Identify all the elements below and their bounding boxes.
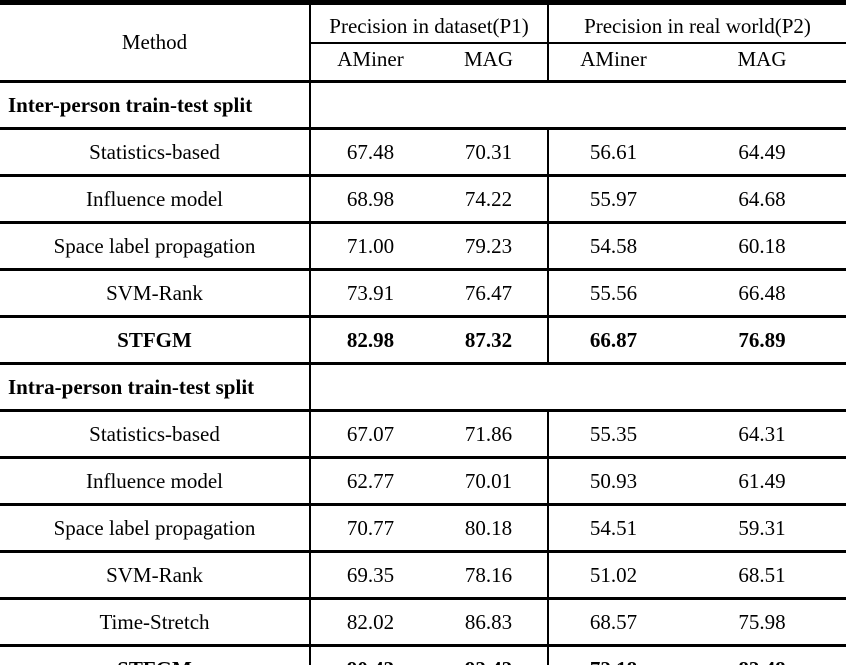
value-cell: 87.32 [430, 315, 548, 364]
value-cell: 79.23 [430, 221, 548, 270]
value-cell: 55.35 [547, 409, 678, 458]
value-cell: 82.98 [309, 315, 430, 364]
table-row-stfgm: STFGM 82.98 87.32 66.87 76.89 [0, 315, 846, 364]
value-cell: 75.98 [678, 597, 846, 646]
table-row: Influence model 68.98 74.22 55.97 64.68 [0, 174, 846, 223]
method-column-header: Method [121, 30, 188, 54]
value-cell: 71.00 [309, 221, 430, 270]
method-cell: SVM-Rank [0, 550, 310, 599]
value-cell: 64.68 [678, 174, 846, 223]
value-cell: 72.18 [547, 644, 678, 665]
subcolumn-header-row: AMiner MAG AMiner MAG [0, 43, 846, 82]
value-cell: 71.86 [430, 409, 548, 458]
value-cell: 66.87 [547, 315, 678, 364]
value-cell: 60.18 [678, 221, 846, 270]
section-empty-cell [309, 362, 846, 411]
group-header-p2: Precision in real world(P2) [547, 2, 846, 44]
table-row: SVM-Rank 69.35 78.16 51.02 68.51 [0, 550, 846, 599]
value-cell: 66.48 [678, 268, 846, 317]
value-cell: 92.42 [430, 644, 548, 665]
method-cell: Statistics-based [0, 127, 310, 176]
value-cell: 82.02 [309, 597, 430, 646]
value-cell: 61.49 [678, 456, 846, 505]
method-cell: Statistics-based [0, 409, 310, 458]
value-cell: 69.35 [309, 550, 430, 599]
section-title: Inter-person train-test split [0, 80, 310, 129]
value-cell: 59.31 [678, 503, 846, 552]
value-cell: 68.51 [678, 550, 846, 599]
table-row: Space label propagation 70.77 80.18 54.5… [0, 503, 846, 552]
value-cell: 90.43 [309, 644, 430, 665]
value-cell: 68.98 [309, 174, 430, 223]
table-row: SVM-Rank 73.91 76.47 55.56 66.48 [0, 268, 846, 317]
value-cell: 86.83 [430, 597, 548, 646]
subheader-p1-aminer: AMiner [309, 43, 430, 82]
method-cell: Space label propagation [0, 503, 310, 552]
group-header-row: Method Precision in dataset(P1) Precisio… [0, 2, 846, 54]
section-header-row-intra: Intra-person train-test split [0, 362, 846, 411]
value-cell: 64.31 [678, 409, 846, 458]
value-cell: 70.77 [309, 503, 430, 552]
value-cell: 70.01 [430, 456, 548, 505]
method-cell: SVM-Rank [0, 268, 310, 317]
value-cell: 73.91 [309, 268, 430, 317]
value-cell: 82.48 [678, 644, 846, 665]
section-header-row-inter: Inter-person train-test split [0, 80, 846, 129]
value-cell: 68.57 [547, 597, 678, 646]
value-cell: 74.22 [430, 174, 548, 223]
value-cell: 54.51 [547, 503, 678, 552]
value-cell: 80.18 [430, 503, 548, 552]
table-row: Space label propagation 71.00 79.23 54.5… [0, 221, 846, 270]
value-cell: 54.58 [547, 221, 678, 270]
subheader-p1-mag: MAG [463, 47, 513, 71]
method-cell: STFGM [0, 644, 310, 665]
method-cell: Time-Stretch [0, 597, 310, 646]
table-body: Inter-person train-test split Statistics… [0, 80, 846, 665]
value-cell: 67.07 [309, 409, 430, 458]
table-row-stfgm: STFGM 90.43 92.42 72.18 82.48 [0, 644, 846, 665]
subheader-p2-aminer: AMiner [547, 43, 678, 82]
section-title: Intra-person train-test split [0, 362, 310, 411]
subheader-p2-mag: MAG [737, 47, 787, 71]
table-header: Method Precision in dataset(P1) Precisio… [0, 2, 846, 82]
value-cell: 64.49 [678, 127, 846, 176]
value-cell: 76.89 [678, 315, 846, 364]
table-row: Statistics-based 67.48 70.31 56.61 64.49 [0, 127, 846, 176]
value-cell: 55.97 [547, 174, 678, 223]
value-cell: 62.77 [309, 456, 430, 505]
group-header-p1: Precision in dataset(P1) [309, 2, 548, 44]
value-cell: 78.16 [430, 550, 548, 599]
value-cell: 51.02 [547, 550, 678, 599]
table-row: Influence model 62.77 70.01 50.93 61.49 [0, 456, 846, 505]
method-cell: Space label propagation [0, 221, 310, 270]
value-cell: 67.48 [309, 127, 430, 176]
value-cell: 55.56 [547, 268, 678, 317]
method-cell: STFGM [0, 315, 310, 364]
section-empty-cell [309, 80, 846, 129]
value-cell: 50.93 [547, 456, 678, 505]
value-cell: 70.31 [430, 127, 548, 176]
value-cell: 76.47 [430, 268, 548, 317]
table-row: Statistics-based 67.07 71.86 55.35 64.31 [0, 409, 846, 458]
method-cell: Influence model [0, 174, 310, 223]
table-row: Time-Stretch 82.02 86.83 68.57 75.98 [0, 597, 846, 646]
method-cell: Influence model [0, 456, 310, 505]
value-cell: 56.61 [547, 127, 678, 176]
